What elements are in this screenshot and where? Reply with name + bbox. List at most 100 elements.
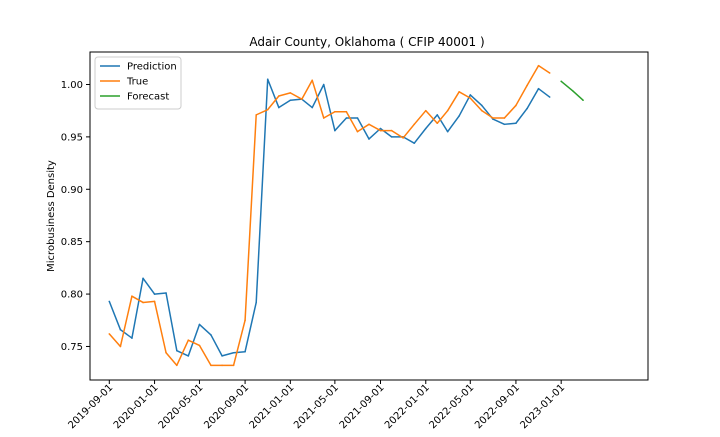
data-point-true (390, 129, 393, 132)
data-point-true (345, 110, 348, 113)
data-point-true (379, 129, 382, 132)
data-point-true (480, 109, 483, 112)
data-point-prediction (390, 136, 393, 138)
data-point-true (119, 345, 122, 348)
chart-title: Adair County, Oklahoma ( CFIP 40001 ) (249, 35, 484, 49)
data-point-true (368, 123, 370, 126)
data-point-true (436, 122, 439, 125)
data-point-prediction (221, 355, 223, 357)
x-tick-label: 2020-09-01 (202, 382, 251, 431)
data-point-prediction (131, 337, 133, 339)
data-point-prediction (322, 83, 325, 86)
data-point-true (413, 123, 416, 126)
data-point-true (266, 108, 269, 111)
data-point-true (458, 91, 460, 93)
data-point-prediction (446, 130, 449, 133)
data-point-prediction (165, 292, 167, 294)
data-point-prediction (289, 99, 292, 101)
x-tick-label: 2019-09-01 (67, 382, 116, 431)
y-tick-label: 0.95 (61, 132, 83, 143)
data-point-true (469, 97, 472, 99)
data-point-true (515, 104, 517, 107)
data-point-prediction (503, 123, 506, 126)
x-tick-label: 2022-05-01 (428, 382, 477, 431)
plot-area: 0.750.800.850.900.951.002019-09-012020-0… (61, 64, 584, 431)
data-point-prediction (356, 117, 359, 119)
data-point-prediction (153, 293, 156, 295)
data-point-true (198, 344, 201, 347)
data-point-prediction (278, 106, 280, 109)
data-point-true (311, 79, 314, 82)
data-point-prediction (119, 328, 122, 331)
x-tick-label: 2022-01-01 (383, 382, 432, 431)
data-point-prediction (108, 300, 111, 303)
x-tick-label: 2020-01-01 (112, 382, 161, 431)
data-point-true (176, 364, 178, 367)
data-point-prediction (469, 94, 472, 96)
data-point-true (424, 109, 427, 112)
data-point-prediction (187, 355, 190, 357)
data-point-true (108, 333, 111, 335)
data-point-forecast (582, 99, 584, 101)
series-prediction (108, 78, 551, 357)
series-forecast (560, 80, 584, 101)
data-point-true (232, 364, 235, 367)
data-point-prediction (424, 127, 427, 130)
data-point-prediction (198, 323, 201, 326)
data-point-true (526, 84, 528, 87)
data-point-true (142, 301, 144, 304)
data-point-prediction (413, 142, 416, 144)
data-point-true (492, 117, 494, 119)
x-tick-label: 2023-01-01 (518, 382, 567, 431)
data-point-prediction (210, 334, 212, 336)
data-point-prediction (232, 351, 235, 354)
data-point-prediction (311, 106, 314, 109)
plot-frame (89, 51, 649, 381)
data-point-prediction (526, 107, 528, 110)
y-axis-label: Microbusiness Density (46, 160, 57, 272)
x-tick-label: 2022-09-01 (473, 382, 522, 431)
data-point-prediction (266, 78, 269, 81)
data-point-true (165, 351, 167, 354)
y-tick-label: 0.85 (61, 237, 83, 248)
data-point-prediction (345, 117, 348, 119)
y-tick-label: 0.80 (61, 290, 83, 301)
data-point-true (131, 295, 133, 297)
data-point-prediction (379, 127, 382, 130)
data-point-true (356, 130, 359, 133)
data-point-true (334, 110, 336, 113)
data-point-true (289, 92, 292, 94)
data-point-true (255, 114, 258, 116)
legend-label-true: True (126, 77, 148, 88)
data-point-true (548, 72, 551, 74)
x-tick-label: 2020-05-01 (157, 382, 206, 431)
data-point-prediction (548, 96, 551, 98)
data-point-true (402, 137, 404, 139)
data-point-forecast (571, 89, 574, 92)
data-point-true (221, 364, 223, 367)
legend: Prediction True Forecast (94, 56, 182, 110)
data-point-true (446, 109, 449, 112)
data-point-prediction (334, 129, 336, 132)
series-true (108, 64, 551, 367)
data-point-prediction (244, 350, 246, 353)
data-point-true (537, 64, 540, 67)
x-tick-label: 2021-05-01 (292, 382, 341, 431)
data-point-prediction (480, 104, 483, 107)
data-point-prediction (255, 301, 258, 304)
data-point-prediction (537, 87, 540, 90)
data-point-forecast (560, 80, 562, 83)
series-line-prediction (108, 78, 551, 357)
x-tick-label: 2021-09-01 (338, 382, 387, 431)
data-point-true (322, 117, 325, 119)
legend-label-prediction: Prediction (127, 62, 177, 73)
data-point-true (187, 339, 190, 341)
data-point-prediction (142, 277, 144, 280)
series-line-true (108, 64, 551, 367)
data-point-prediction (458, 115, 460, 117)
y-tick-label: 1.00 (61, 80, 83, 91)
data-point-true (503, 117, 506, 119)
data-point-prediction (436, 114, 439, 116)
